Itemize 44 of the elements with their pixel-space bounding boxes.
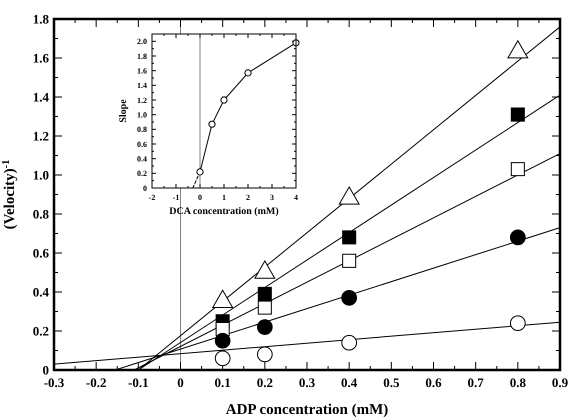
y-axis-title: Slope bbox=[118, 98, 129, 123]
y-tick-label: 0.6 bbox=[137, 140, 147, 149]
x-tick-label: 0.2 bbox=[256, 375, 273, 390]
x-tick-label: -2 bbox=[148, 193, 156, 202]
x-tick-label: 0.4 bbox=[341, 375, 358, 390]
y-tick-label: 2.0 bbox=[137, 37, 147, 46]
y-tick-label: 1.2 bbox=[32, 128, 49, 144]
y-tick-label: 0 bbox=[42, 362, 49, 378]
y-tick-label: 0.4 bbox=[137, 154, 147, 164]
y-tick-label: 1.4 bbox=[32, 90, 50, 105]
x-axis-title: ADP concentration (mM) bbox=[226, 402, 388, 418]
y-tick-label: 0.8 bbox=[32, 206, 50, 222]
x-tick-label: 0.3 bbox=[298, 375, 316, 390]
y-tick-label: 1.6 bbox=[32, 50, 50, 66]
y-tick-label: 1.0 bbox=[32, 168, 49, 183]
x-tick-label: 0.5 bbox=[383, 375, 400, 390]
y-tick-label: 1.0 bbox=[137, 110, 147, 120]
y-tick-label: 1.4 bbox=[137, 81, 147, 90]
y-tick-label: 1.8 bbox=[32, 12, 50, 27]
y-tick-label: 0.2 bbox=[32, 324, 49, 339]
x-axis-title: DCA concentration (mM) bbox=[169, 206, 279, 217]
x-tick-label: 2 bbox=[246, 193, 250, 202]
y-tick-label: 0.6 bbox=[32, 246, 50, 261]
x-tick-label: 0 bbox=[177, 375, 184, 390]
x-tick-label: -0.1 bbox=[128, 375, 149, 390]
x-tick-label: 0.6 bbox=[425, 375, 442, 390]
x-tick-label: 3 bbox=[270, 193, 274, 202]
x-tick-label: 0.8 bbox=[510, 375, 526, 390]
y-tick-label: 1.2 bbox=[137, 96, 147, 105]
x-tick-label: -0.3 bbox=[44, 375, 65, 390]
x-tick-label: 1 bbox=[222, 193, 226, 202]
y-tick-label: 1.8 bbox=[137, 52, 147, 61]
x-tick-label: 0 bbox=[198, 193, 202, 202]
y-tick-label: 1.6 bbox=[137, 66, 147, 76]
x-tick-label: -0.2 bbox=[86, 375, 106, 390]
x-tick-label: 0.9 bbox=[552, 375, 569, 390]
y-tick-label: 0 bbox=[143, 184, 147, 193]
x-tick-label: 4 bbox=[294, 193, 298, 202]
x-tick-label: 0.7 bbox=[468, 375, 484, 390]
y-tick-label: 0.2 bbox=[137, 169, 147, 178]
y-tick-label: 0.4 bbox=[32, 284, 50, 300]
x-tick-label: -1 bbox=[172, 193, 180, 202]
y-tick-label: 0.8 bbox=[137, 125, 147, 134]
x-tick-label: 0.1 bbox=[214, 375, 231, 390]
